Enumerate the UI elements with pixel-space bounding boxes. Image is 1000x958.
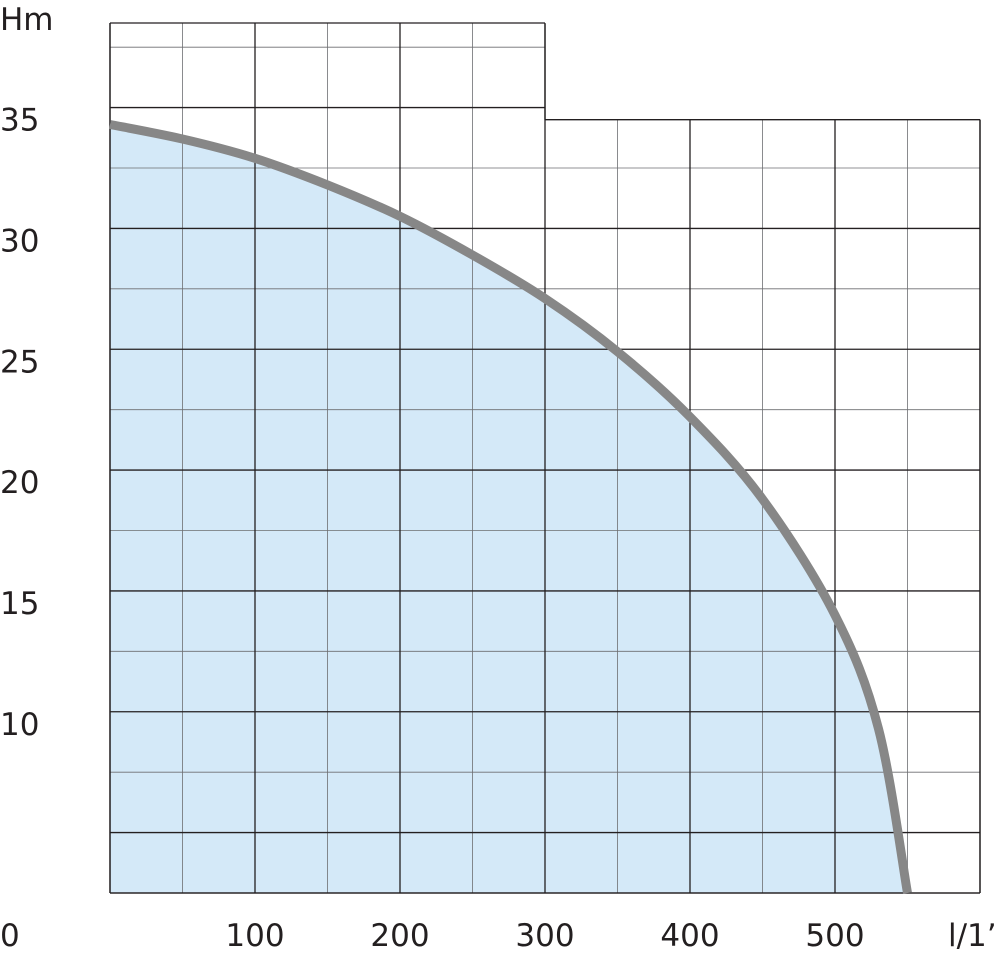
x-tick-label: 300: [515, 918, 574, 954]
y-tick-label: 30: [0, 224, 39, 260]
y-tick-label: 15: [0, 586, 39, 622]
curve-line: [109, 120, 912, 894]
y-axis-title: Hm: [0, 2, 54, 38]
origin-label: 0: [0, 918, 20, 954]
x-tick-label: 400: [660, 918, 719, 954]
x-tick-label: 100: [225, 918, 284, 954]
x-tick-label: 200: [370, 918, 429, 954]
y-tick-label: 20: [0, 465, 39, 501]
y-tick-label: 35: [0, 103, 39, 139]
x-tick-label: 500: [805, 918, 864, 954]
area-fill: [110, 124, 908, 893]
y-tick-label: 25: [0, 344, 39, 380]
y-tick-labels: 10 15 20 25 30 35: [0, 103, 39, 743]
x-tick-labels: 100 200 300 400 500: [225, 918, 864, 954]
major-grid: [109, 22, 981, 894]
x-axis-title: l/1’: [948, 918, 997, 954]
performance-curve: [109, 120, 912, 894]
curve-fill-area: [110, 124, 908, 893]
y-tick-label: 10: [0, 707, 39, 743]
